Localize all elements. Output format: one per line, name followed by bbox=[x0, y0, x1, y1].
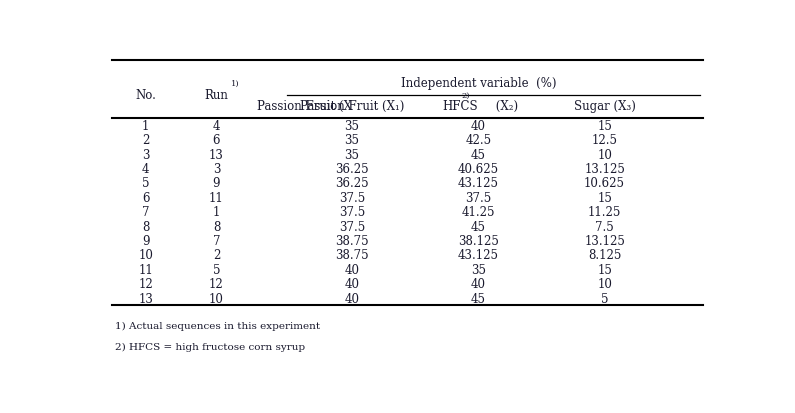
Text: 35: 35 bbox=[344, 148, 359, 161]
Text: 13.125: 13.125 bbox=[584, 163, 625, 176]
Text: 8.125: 8.125 bbox=[588, 249, 621, 262]
Text: 3: 3 bbox=[213, 163, 220, 176]
Text: Passion Fruit (X: Passion Fruit (X bbox=[257, 100, 352, 113]
Text: 45: 45 bbox=[471, 148, 486, 161]
Text: 40: 40 bbox=[471, 120, 486, 133]
Text: 45: 45 bbox=[471, 220, 486, 233]
Text: (X₂): (X₂) bbox=[492, 100, 518, 113]
Text: 35: 35 bbox=[471, 263, 486, 276]
Text: 11: 11 bbox=[138, 263, 153, 276]
Text: 7: 7 bbox=[142, 206, 149, 219]
Text: 13.125: 13.125 bbox=[584, 235, 625, 247]
Text: 38.125: 38.125 bbox=[458, 235, 498, 247]
Text: 35: 35 bbox=[344, 120, 359, 133]
Text: Run: Run bbox=[204, 88, 228, 101]
Text: 1): 1) bbox=[231, 80, 240, 88]
Text: 1: 1 bbox=[142, 120, 149, 133]
Text: 42.5: 42.5 bbox=[465, 134, 491, 147]
Text: 12: 12 bbox=[209, 278, 224, 290]
Text: 10: 10 bbox=[138, 249, 153, 262]
Text: 10: 10 bbox=[209, 292, 224, 305]
Text: 10.625: 10.625 bbox=[584, 177, 625, 190]
Text: 40.625: 40.625 bbox=[458, 163, 498, 176]
Text: 5: 5 bbox=[213, 263, 220, 276]
Text: 7: 7 bbox=[213, 235, 220, 247]
Text: 12.5: 12.5 bbox=[591, 134, 618, 147]
Text: 11.25: 11.25 bbox=[588, 206, 621, 219]
Text: 8: 8 bbox=[142, 220, 149, 233]
Text: 38.75: 38.75 bbox=[335, 249, 369, 262]
Text: 2: 2 bbox=[142, 134, 149, 147]
Text: 37.5: 37.5 bbox=[339, 220, 365, 233]
Text: 15: 15 bbox=[597, 191, 612, 204]
Text: 2) HFCS = high fructose corn syrup: 2) HFCS = high fructose corn syrup bbox=[114, 342, 305, 351]
Text: 13: 13 bbox=[209, 148, 224, 161]
Text: 12: 12 bbox=[138, 278, 153, 290]
Text: 35: 35 bbox=[344, 134, 359, 147]
Text: 6: 6 bbox=[213, 134, 220, 147]
Text: 3: 3 bbox=[142, 148, 149, 161]
Text: 5: 5 bbox=[142, 177, 149, 190]
Text: Independent variable  (%): Independent variable (%) bbox=[401, 77, 556, 90]
Text: 9: 9 bbox=[142, 235, 149, 247]
Text: 40: 40 bbox=[344, 292, 359, 305]
Text: 40: 40 bbox=[344, 263, 359, 276]
Text: 2): 2) bbox=[462, 91, 470, 99]
Text: 11: 11 bbox=[209, 191, 224, 204]
Text: 5: 5 bbox=[601, 292, 608, 305]
Text: 6: 6 bbox=[142, 191, 149, 204]
Text: 40: 40 bbox=[344, 278, 359, 290]
Text: Sugar (X₃): Sugar (X₃) bbox=[574, 100, 635, 113]
Text: No.: No. bbox=[135, 88, 156, 101]
Text: 8: 8 bbox=[213, 220, 220, 233]
Text: 45: 45 bbox=[471, 292, 486, 305]
Text: 4: 4 bbox=[213, 120, 220, 133]
Text: 10: 10 bbox=[597, 148, 612, 161]
Text: 36.25: 36.25 bbox=[335, 177, 369, 190]
Text: 9: 9 bbox=[213, 177, 220, 190]
Text: 36.25: 36.25 bbox=[335, 163, 369, 176]
Text: 4: 4 bbox=[142, 163, 149, 176]
Text: HFCS: HFCS bbox=[443, 100, 479, 113]
Text: 37.5: 37.5 bbox=[465, 191, 491, 204]
Text: 13: 13 bbox=[138, 292, 153, 305]
Text: 15: 15 bbox=[597, 120, 612, 133]
Text: 10: 10 bbox=[597, 278, 612, 290]
Text: 1: 1 bbox=[213, 206, 220, 219]
Text: 2: 2 bbox=[213, 249, 220, 262]
Text: 37.5: 37.5 bbox=[339, 206, 365, 219]
Text: 40: 40 bbox=[471, 278, 486, 290]
Text: 37.5: 37.5 bbox=[339, 191, 365, 204]
Text: 38.75: 38.75 bbox=[335, 235, 369, 247]
Text: Passion Fruit (X₁): Passion Fruit (X₁) bbox=[300, 100, 404, 113]
Text: 15: 15 bbox=[597, 263, 612, 276]
Text: 41.25: 41.25 bbox=[462, 206, 495, 219]
Text: 1) Actual sequences in this experiment: 1) Actual sequences in this experiment bbox=[114, 321, 320, 330]
Text: 43.125: 43.125 bbox=[458, 249, 498, 262]
Text: 7.5: 7.5 bbox=[595, 220, 614, 233]
Text: 43.125: 43.125 bbox=[458, 177, 498, 190]
